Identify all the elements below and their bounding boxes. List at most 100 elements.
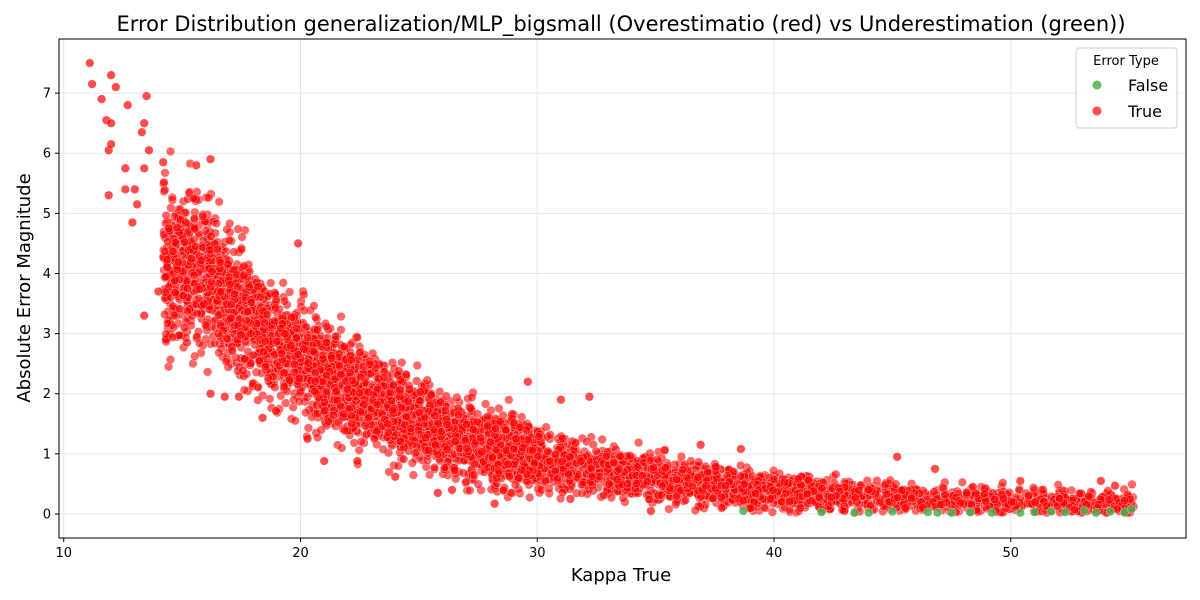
scatter-point-true (483, 411, 493, 421)
scatter-point-true (163, 237, 173, 247)
scatter-point-true (495, 417, 505, 427)
scatter-point-true (472, 417, 482, 427)
scatter-point-true (1103, 486, 1113, 496)
scatter-point-true (536, 485, 546, 495)
scatter-point-true (803, 475, 813, 485)
scatter-point-true (659, 445, 670, 455)
scatter-point-true (557, 433, 568, 443)
scatter-point-true (940, 490, 950, 500)
scatter-point-true (161, 210, 171, 221)
scatter-point-true (693, 473, 703, 483)
scatter-point-true (206, 231, 216, 241)
scatter-point-true (664, 504, 674, 514)
scatter-point-true (239, 385, 249, 395)
scatter-point-true (327, 353, 337, 363)
scatter-point-true (266, 278, 276, 288)
scatter-point-true (998, 478, 1008, 488)
scatter-point-true (461, 478, 471, 488)
scatter-point-true (372, 426, 382, 436)
scatter-point-true (407, 458, 417, 468)
scatter-point-true (222, 333, 232, 343)
scatter-point-true (680, 495, 691, 505)
scatter-point-true (322, 386, 332, 396)
scatter-point-true (469, 470, 479, 480)
scatter-point-true (369, 434, 379, 444)
scatter-point-true (735, 471, 746, 481)
scatter-point-true (384, 467, 394, 477)
scatter-point-true (347, 418, 357, 429)
scatter-point-true (211, 218, 221, 228)
scatter-point-true (189, 213, 199, 223)
scatter-point-true (501, 425, 511, 435)
scatter-point-true (320, 405, 330, 416)
scatter-point-true (170, 238, 180, 248)
scatter-point-true (328, 410, 338, 420)
scatter-point-true (206, 277, 216, 287)
scatter-point-true (481, 399, 491, 409)
scatter-point-true (672, 474, 682, 484)
scatter-point-true (900, 503, 910, 513)
scatter-point-true (399, 454, 409, 464)
scatter-point-true (316, 425, 326, 435)
scatter-point-true (322, 322, 332, 332)
scatter-point-true (408, 470, 418, 480)
scatter-point-true (831, 469, 841, 479)
scatter-point-true (160, 309, 170, 320)
scatter-point-true (289, 359, 300, 369)
scatter-point-true (294, 396, 304, 406)
scatter-point-true (454, 410, 464, 420)
scatter-point-true (1070, 505, 1080, 515)
scatter-point-true (577, 488, 587, 498)
scatter-point-true (483, 421, 493, 431)
scatter-point-true (168, 246, 178, 256)
scatter-point-true (606, 493, 617, 503)
scatter-point-true (1028, 483, 1039, 493)
scatter-point-true (468, 424, 478, 435)
scatter-point-true (441, 391, 451, 401)
scatter-point-true (632, 462, 642, 472)
scatter-point-true (299, 290, 309, 300)
scatter-point-true (301, 322, 311, 332)
scatter-point-true (244, 282, 254, 292)
scatter-point-true (769, 465, 779, 476)
scatter-point-true (506, 488, 516, 498)
scatter-point-true (356, 372, 366, 382)
scatter-point-true (397, 358, 407, 368)
scatter-point-true (452, 392, 462, 402)
scatter-point-true (412, 360, 422, 370)
scatter-point-true (180, 237, 190, 247)
scatter-point-true (368, 348, 378, 358)
scatter-point-true (258, 347, 268, 357)
scatter-point-true (440, 406, 450, 416)
scatter-point-true (1120, 496, 1130, 506)
scatter-point-true (1074, 489, 1084, 499)
scatter-point-true (837, 505, 847, 515)
scatter-point-true (365, 359, 375, 369)
scatter-point-true (1053, 480, 1063, 490)
scatter-point-true (378, 444, 388, 454)
scatter-point-true (336, 325, 346, 335)
scatter-point-true (1104, 495, 1114, 505)
scatter-point-true (450, 465, 460, 475)
scatter-point-true (162, 318, 173, 329)
scatter-point-true (465, 485, 475, 495)
scatter-point-true (265, 394, 275, 404)
scatter-point-true (1023, 491, 1034, 501)
scatter-point-true (285, 287, 295, 297)
scatter-point-true (897, 485, 907, 496)
scatter-point-true (226, 313, 236, 323)
scatter-point-true (511, 434, 521, 444)
scatter-point-true (330, 331, 341, 341)
scatter-point-true (458, 468, 468, 478)
scatter-point-true (223, 259, 233, 269)
scatter-point-true (414, 408, 424, 418)
scatter-point-true (1038, 485, 1048, 495)
scatter-point-true (286, 341, 296, 351)
scatter-point-true (322, 337, 332, 348)
scatter-point-true (182, 306, 193, 316)
scatter-point-true (429, 462, 439, 473)
scatter-point-true (182, 283, 192, 293)
scatter-point-true (388, 381, 398, 391)
scatter-point-true (466, 403, 476, 413)
